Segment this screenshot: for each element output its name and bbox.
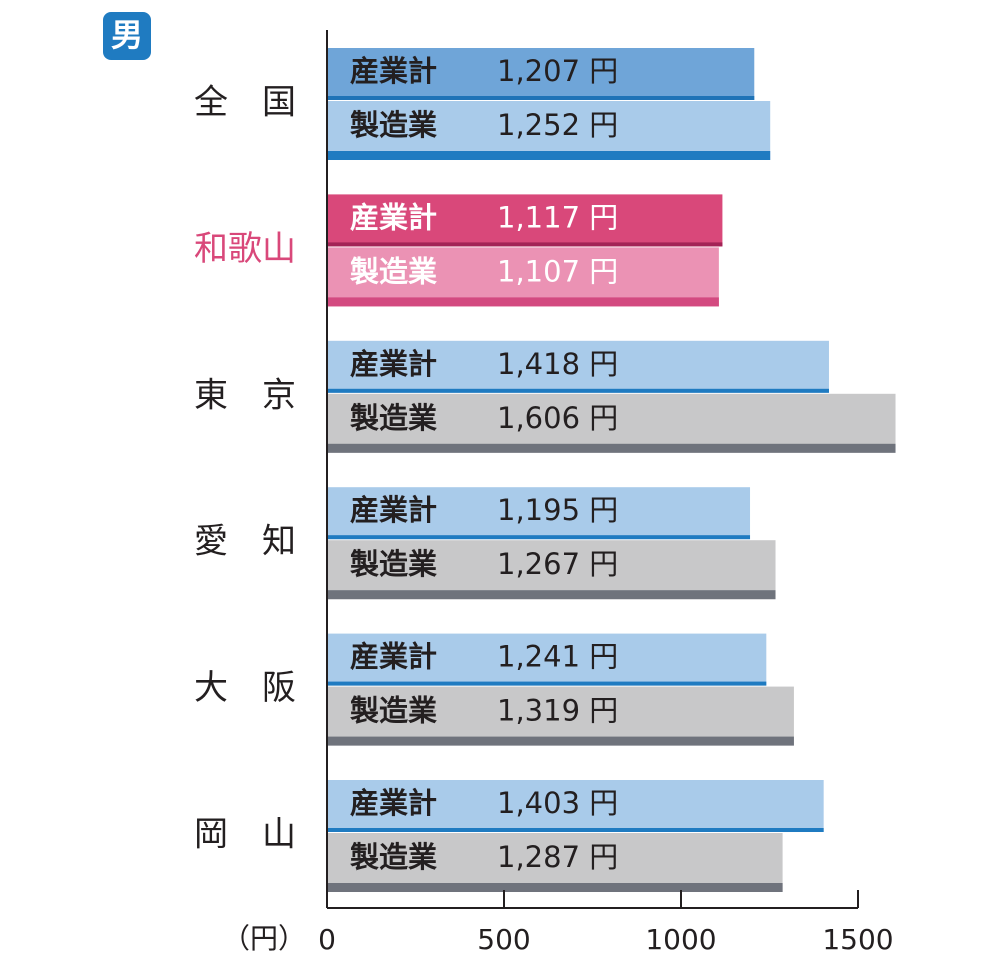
value-label: 1,418 円	[497, 347, 618, 381]
value-label: 1,195 円	[497, 493, 618, 527]
bar-edge	[327, 388, 829, 393]
bar-edge	[327, 96, 755, 100]
series-label: 産業計	[350, 54, 437, 88]
value-label: 1,319 円	[497, 694, 618, 728]
series-label: 製造業	[350, 401, 437, 435]
x-tick-label: 1000	[645, 923, 716, 956]
series-label: 産業計	[350, 347, 437, 381]
value-label: 1,287 円	[497, 840, 618, 874]
bar	[327, 194, 723, 247]
value-label: 1,606 円	[497, 401, 618, 435]
bar	[327, 48, 755, 100]
bar-edge	[327, 443, 896, 453]
value-label: 1,207 円	[497, 54, 618, 88]
bar	[327, 686, 794, 746]
value-label: 1,403 円	[497, 786, 618, 820]
x-tick-label: 1500	[822, 923, 893, 956]
series-label: 製造業	[350, 694, 437, 728]
category-label: 全 国	[194, 83, 296, 123]
series-label: 産業計	[350, 493, 437, 527]
bar-edge	[327, 681, 767, 686]
category-label: 愛 知	[194, 522, 296, 562]
series-label: 産業計	[350, 200, 437, 234]
bar-edge	[327, 535, 751, 540]
value-label: 1,267 円	[497, 547, 618, 581]
bar-edge	[327, 297, 719, 307]
series-label: 製造業	[350, 108, 437, 142]
bar	[327, 540, 776, 600]
badge: 男	[111, 16, 143, 54]
x-tick-label: 500	[477, 923, 530, 956]
value-label: 1,117 円	[497, 200, 618, 234]
bar	[327, 247, 719, 307]
bar-edge	[327, 828, 824, 832]
series-label: 産業計	[350, 640, 437, 674]
bar-edge	[327, 590, 776, 600]
x-tick-label: 0	[318, 923, 336, 956]
series-label: 製造業	[350, 840, 437, 874]
bar	[327, 340, 829, 393]
series-label: 製造業	[350, 547, 437, 581]
bar	[327, 487, 751, 540]
category-label: 大 阪	[194, 668, 296, 708]
bar	[327, 780, 824, 832]
bar	[327, 393, 896, 453]
series-label: 産業計	[350, 786, 437, 820]
bar-edge	[327, 883, 783, 892]
bar	[327, 101, 771, 160]
badge-box	[103, 12, 151, 60]
value-label: 1,107 円	[497, 254, 618, 288]
bar	[327, 633, 767, 686]
category-label: 東 京	[194, 375, 296, 415]
series-label: 製造業	[350, 254, 437, 288]
bar-edge	[327, 151, 771, 160]
category-label: 岡 山	[194, 815, 296, 855]
bar-edge	[327, 242, 723, 247]
value-label: 1,241 円	[497, 640, 618, 674]
bar	[327, 833, 783, 892]
category-label: 和歌山	[194, 229, 296, 269]
bar-edge	[327, 736, 794, 746]
x-axis-unit: （円）	[222, 922, 306, 955]
value-label: 1,252 円	[497, 108, 618, 142]
